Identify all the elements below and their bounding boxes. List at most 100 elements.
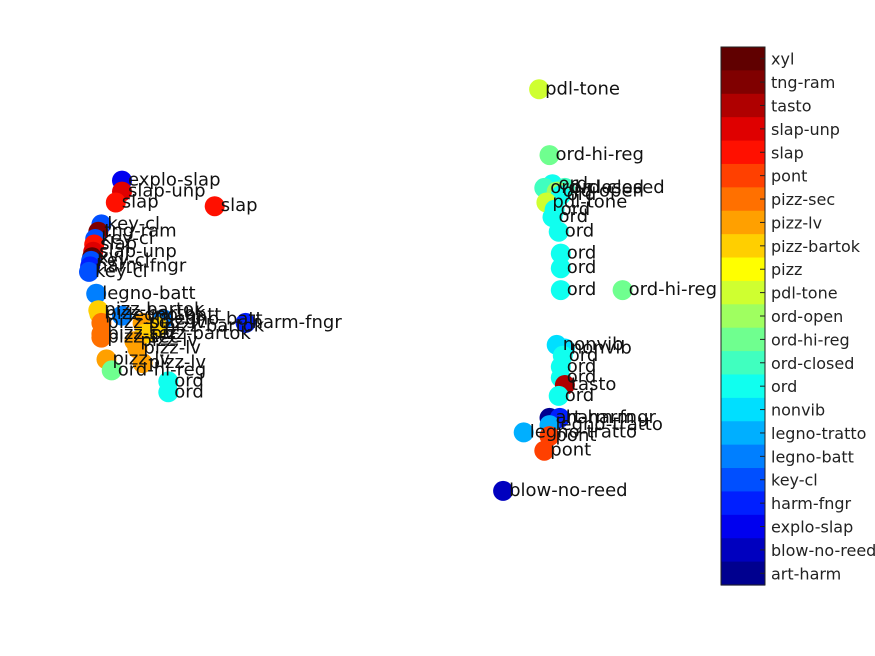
point-label: harm-fngr [96, 255, 187, 276]
colorbar-tick-label: harm-fngr [771, 494, 852, 513]
colorbar-segment [721, 187, 765, 212]
point-label: pdl-tone [552, 192, 627, 213]
colorbar-legend: xyl tng-ram tasto slap-unp slap pont pizz-sec p… [720, 46, 875, 586]
point-label: harm-fngr [566, 407, 657, 428]
colorbar-tick-label: nonvib [771, 401, 825, 420]
point-label: pizz-lv [149, 352, 207, 373]
point-label: ord [567, 257, 597, 278]
point-label: nonvib [563, 334, 624, 355]
colorbar-tick-label: pont [771, 167, 807, 186]
point-label: pizz-sec [107, 312, 179, 333]
colorbar-segment [721, 47, 765, 71]
colorbar-tick-label: art-harm [771, 564, 841, 583]
point-label: slap [122, 192, 159, 213]
point-label: ord-hi-reg [118, 359, 206, 380]
colorbar-segment [721, 117, 765, 142]
colorbar-segment [721, 140, 765, 165]
colorbar-tick-label: pizz-sec [771, 190, 835, 209]
point-label: key-cl [95, 261, 148, 282]
point-label: xyl [98, 246, 124, 267]
colorbar-segment [721, 304, 765, 329]
scatter-point [612, 280, 633, 301]
colorbar-frame [720, 46, 766, 586]
colorbar-tick-label: pizz-lv [771, 213, 822, 232]
colorbar-segment [721, 397, 765, 422]
point-label: ord [174, 370, 204, 391]
point-label: ord-hi-reg [556, 144, 644, 165]
scatter-point [548, 385, 569, 406]
scatter-point [79, 261, 99, 282]
point-label: ord [559, 173, 589, 194]
point-label: legno-batt [128, 305, 221, 326]
point-label: ord [565, 221, 595, 242]
point-label: nonvib [571, 338, 632, 359]
point-label: legno-tratto [530, 421, 637, 442]
point-label: legno-tratto [556, 414, 663, 435]
colorbar-tick-label: xyl [771, 50, 794, 69]
colorbar-tick-label: tasto [771, 96, 811, 115]
point-label: slap [221, 195, 258, 216]
colorbar-tick-label: slap [771, 143, 804, 162]
point-label: explo-slap [128, 170, 221, 191]
colorbar-tick-label: legno-tratto [771, 424, 866, 443]
scatter-point [101, 360, 122, 381]
scatter-points: pdl-toneord-hi-regordord-closedord-close… [79, 78, 717, 501]
scatter-point [235, 312, 256, 333]
scatter-point [529, 79, 550, 100]
point-label: blow-no-reed [509, 480, 627, 501]
point-label: ord [567, 243, 597, 264]
colorbar-segment [721, 468, 765, 493]
point-label: legno-batt [102, 283, 195, 304]
colorbar-segment [721, 280, 765, 305]
point-label: ord [569, 345, 599, 366]
point-label: key-cl [107, 213, 160, 234]
point-label: pdl-tone [545, 78, 620, 99]
point-label: pizz-lv [149, 312, 207, 333]
point-label: pizz-bartok [104, 299, 205, 320]
point-label: ord-closed [571, 177, 665, 198]
point-label: ord [567, 367, 597, 388]
scatter-point [204, 196, 225, 217]
point-label: pizz-bartok [151, 323, 252, 344]
point-label: ord [561, 199, 591, 220]
colorbar-segment [721, 234, 765, 259]
colorbar-segment [721, 210, 765, 235]
scatter-point [158, 382, 179, 403]
scatter-point [513, 422, 534, 443]
scatter-point [534, 440, 555, 461]
point-label: tasto [571, 374, 617, 395]
colorbar-segment [721, 514, 765, 539]
point-label: pizz-lv [113, 348, 171, 369]
colorbar-tick-label: ord-hi-reg [771, 330, 850, 349]
point-label: slap [100, 234, 137, 255]
colorbar-segment [721, 163, 765, 188]
point-label: ord [567, 279, 597, 300]
point-label: slap-unp [128, 181, 206, 202]
point-label: pizz-sec [107, 323, 179, 344]
point-label: pizz-sec [107, 327, 179, 348]
scatter-point [91, 327, 112, 348]
colorbar-tick-label: ord-open [771, 307, 843, 326]
colorbar-tick-label: slap-unp [771, 120, 840, 139]
colorbar-tick-label: legno-batt [771, 447, 854, 466]
scatter-point [132, 353, 153, 374]
colorbar-segment [721, 257, 765, 282]
point-label: ord [559, 206, 589, 227]
colorbar-segment [721, 70, 765, 95]
scatter-point [539, 145, 560, 166]
colorbar-segment [721, 351, 765, 376]
point-label: legno-batt [169, 308, 262, 329]
point-label: pizz-lv [143, 338, 201, 359]
scatter-point [493, 480, 514, 501]
point-label: ord-closed [550, 177, 644, 198]
colorbar-tick-label: key-cl [771, 471, 818, 490]
point-label: pizz-lv [140, 330, 198, 351]
scatter-point [550, 280, 571, 301]
point-label: art-harm [556, 407, 635, 428]
scatter-point [105, 192, 126, 213]
point-label: slap-unp [99, 241, 177, 262]
colorbar-tick-label: pdl-tone [771, 284, 838, 303]
point-label: ord [565, 385, 595, 406]
colorbar-segment [721, 421, 765, 446]
